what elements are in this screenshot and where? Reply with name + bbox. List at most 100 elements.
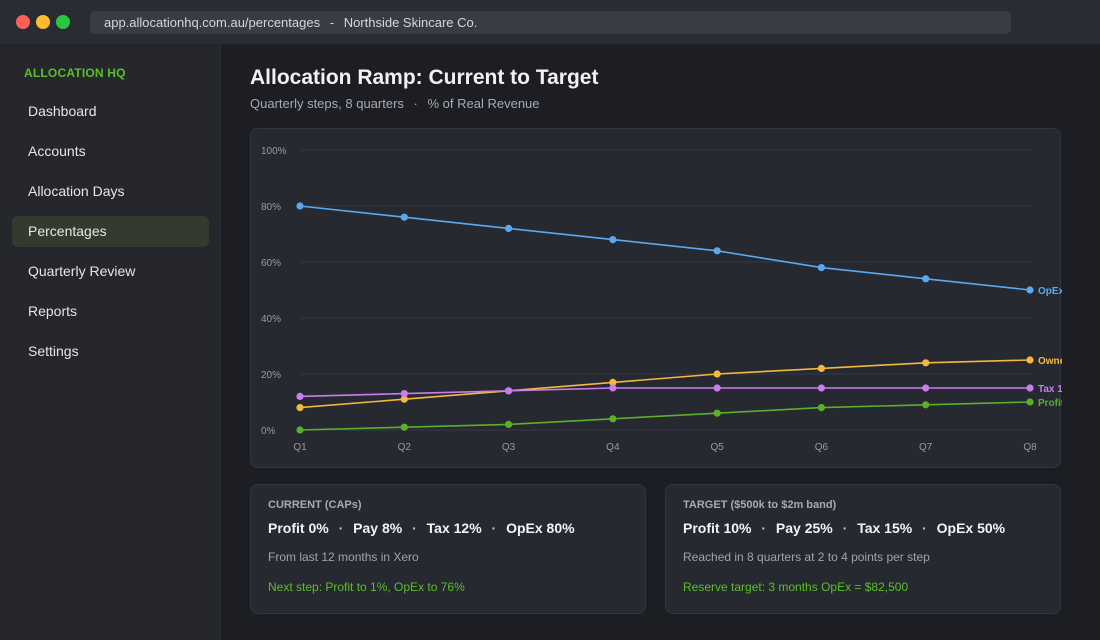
data-point — [922, 359, 930, 367]
y-tick-label: 0% — [261, 426, 276, 437]
data-point — [817, 264, 826, 272]
data-point — [713, 247, 721, 255]
main-content: Allocation Ramp: Current to Target Quart… — [221, 45, 1100, 640]
current-card-values: Profit 0% · Pay 8% · Tax 12% · OpEx 80% — [268, 520, 575, 536]
target-reserve: Reserve target: 3 months OpEx = $82,500 — [683, 580, 909, 594]
series-label: Tax 15% — [1038, 384, 1062, 395]
series-line — [299, 387, 1030, 398]
url-separator: - — [329, 15, 335, 30]
allocation-ramp-chart: 0% 20% 40% 60% 80% 100% Q1 Q2 Q3 Q4 Q5 Q6 Q7 Q8 OpEx 5… — [250, 128, 1062, 468]
sidebar-item-dashboard[interactable]: Dashboard — [28, 103, 97, 119]
series-label: Owner's Pay 25% — [1038, 356, 1062, 367]
x-tick-label: Q6 — [815, 442, 829, 453]
target-profit: Profit 10% — [683, 520, 752, 536]
series-line — [299, 205, 1031, 291]
current-card-label: CURRENT (CAPs) — [268, 499, 362, 511]
company-name: Northside Skincare Co. — [343, 15, 478, 30]
y-tick-label: 100% — [261, 146, 287, 157]
page-subtitle: Quarterly steps, 8 quarters · % of Real … — [250, 96, 540, 111]
brand-logo[interactable]: ALLOCATION HQ — [24, 66, 126, 80]
current-pay: Pay 8% — [353, 520, 403, 536]
series-line — [299, 401, 1031, 431]
data-point — [296, 426, 304, 434]
target-sep: · — [922, 520, 927, 536]
data-point — [713, 370, 721, 378]
data-point — [504, 224, 513, 232]
y-tick-label: 20% — [261, 370, 281, 381]
current-opex: OpEx 80% — [506, 520, 575, 536]
target-sep: · — [842, 520, 848, 536]
data-point — [1026, 356, 1034, 364]
sidebar-item-quarterly-review[interactable]: Quarterly Review — [28, 263, 136, 279]
page-title: Allocation Ramp: Current to Target — [250, 66, 599, 89]
data-point — [609, 384, 617, 392]
y-tick-label: 80% — [261, 202, 281, 213]
sidebar-item-percentages[interactable]: Percentages — [12, 216, 209, 247]
data-point — [400, 213, 408, 221]
data-point — [1026, 286, 1034, 294]
x-tick-label: Q1 — [293, 442, 307, 453]
current-sep: · — [338, 520, 344, 536]
y-tick-label: 40% — [261, 314, 281, 325]
x-tick-label: Q8 — [1023, 442, 1037, 453]
data-point — [713, 384, 721, 392]
chart-svg: 0% 20% 40% 60% 80% 100% Q1 Q2 Q3 Q4 Q5 Q6 Q7 Q8 OpEx 5… — [261, 146, 1062, 453]
target-pay: Pay 25% — [775, 520, 833, 536]
x-tick-label: Q7 — [919, 442, 933, 453]
current-tax: Tax 12% — [426, 520, 482, 536]
data-point — [817, 384, 826, 392]
y-tick-label: 60% — [261, 258, 281, 269]
address-bar[interactable]: app.allocationhq.com.au/percentages - No… — [90, 11, 1011, 34]
series-label: OpEx 50% — [1038, 286, 1062, 297]
browser-titlebar: app.allocationhq.com.au/percentages - No… — [0, 0, 1100, 45]
data-point — [713, 409, 721, 417]
data-point — [400, 390, 408, 398]
target-card-note: Reached in 8 quarters at 2 to 4 points p… — [683, 550, 930, 564]
x-tick-label: Q2 — [398, 442, 412, 453]
x-tick-label: Q4 — [606, 442, 620, 453]
data-point — [922, 384, 930, 392]
target-tax: Tax 15% — [857, 520, 913, 536]
data-point — [504, 420, 513, 428]
current-card: CURRENT (CAPs) Profit 0% · Pay 8% · Tax … — [250, 484, 646, 614]
data-point — [400, 423, 408, 431]
target-sep: · — [761, 520, 767, 536]
current-profit: Profit 0% — [268, 520, 329, 536]
target-card-label: TARGET ($500k to $2m band) — [683, 499, 837, 511]
sidebar-item-accounts[interactable]: Accounts — [28, 143, 86, 159]
subtitle-basis: % of Real Revenue — [427, 96, 540, 111]
maximize-window-button[interactable] — [56, 15, 70, 29]
data-point — [609, 378, 617, 386]
data-point — [400, 395, 408, 403]
data-point — [1026, 384, 1034, 392]
data-point — [1026, 398, 1034, 406]
data-point — [296, 404, 304, 412]
data-point — [922, 275, 930, 283]
close-window-button[interactable] — [16, 15, 30, 29]
current-sep: · — [491, 520, 497, 536]
data-point — [922, 401, 930, 409]
data-point — [817, 364, 826, 372]
url-text: app.allocationhq.com.au/percentages — [104, 15, 321, 30]
data-point — [609, 236, 617, 244]
subtitle-steps: Quarterly steps, 8 quarters — [250, 96, 404, 111]
data-point — [296, 392, 304, 400]
subtitle-dot: · — [413, 96, 418, 111]
x-tick-label: Q5 — [710, 442, 724, 453]
target-opex: OpEx 50% — [936, 520, 1006, 536]
current-next-step: Next step: Profit to 1%, OpEx to 76% — [268, 580, 465, 594]
sidebar-item-reports[interactable]: Reports — [28, 303, 78, 319]
sidebar: ALLOCATION HQ Dashboard Accounts Allocat… — [0, 45, 221, 640]
x-tick-label: Q3 — [502, 442, 516, 453]
current-card-note: From last 12 months in Xero — [268, 550, 419, 564]
series-label: Profit 10% — [1038, 398, 1062, 409]
series-line — [299, 359, 1031, 409]
sidebar-item-settings[interactable]: Settings — [28, 343, 79, 359]
minimize-window-button[interactable] — [36, 15, 50, 29]
data-point — [296, 202, 304, 210]
target-card-values: Profit 10% · Pay 25% · Tax 15% · OpEx 50… — [683, 520, 1005, 536]
data-point — [817, 404, 826, 412]
sidebar-item-allocation-days[interactable]: Allocation Days — [28, 183, 125, 199]
current-sep: · — [412, 520, 417, 536]
data-point — [609, 415, 617, 423]
